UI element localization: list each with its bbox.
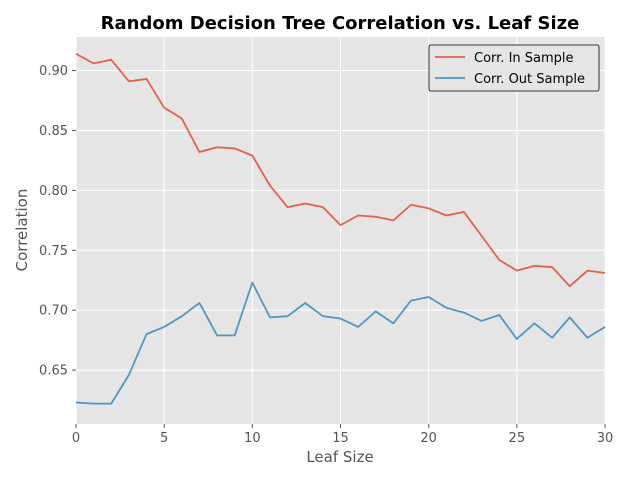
grid-lines bbox=[75, 37, 606, 424]
y-tick-label: 0.70 bbox=[39, 304, 68, 319]
x-axis-label: Leaf Size bbox=[306, 448, 373, 466]
y-axis-label: Correlation bbox=[13, 189, 31, 272]
x-tick-label: 10 bbox=[244, 431, 261, 446]
y-tick-label: 0.75 bbox=[39, 244, 68, 259]
x-tick-label: 25 bbox=[509, 431, 526, 446]
y-tick-label: 0.85 bbox=[39, 124, 68, 139]
chart-title: Random Decision Tree Correlation vs. Lea… bbox=[101, 13, 580, 34]
legend-label-in-sample: Corr. In Sample bbox=[474, 51, 574, 66]
series-line-out-sample bbox=[75, 281, 606, 405]
x-tick-label: 30 bbox=[597, 431, 614, 446]
x-tick-label: 15 bbox=[332, 431, 349, 446]
legend-label-out-sample: Corr. Out Sample bbox=[474, 72, 585, 87]
tick-labels: 0 5 10 15 20 25 30 0.65 0.70 0.75 0.80 0.85 0.90 bbox=[39, 64, 613, 446]
legend: Corr. In Sample Corr. Out Sample bbox=[428, 44, 600, 92]
y-tick-label: 0.90 bbox=[39, 64, 68, 79]
x-tick-label: 20 bbox=[420, 431, 437, 446]
series-line-in-sample bbox=[75, 52, 606, 288]
series-layer bbox=[75, 52, 606, 405]
y-tick-label: 0.80 bbox=[39, 184, 68, 199]
y-tick-label: 0.65 bbox=[39, 364, 68, 379]
x-tick-label: 0 bbox=[72, 431, 80, 446]
x-tick-label: 5 bbox=[160, 431, 168, 446]
legend-box bbox=[428, 44, 600, 92]
